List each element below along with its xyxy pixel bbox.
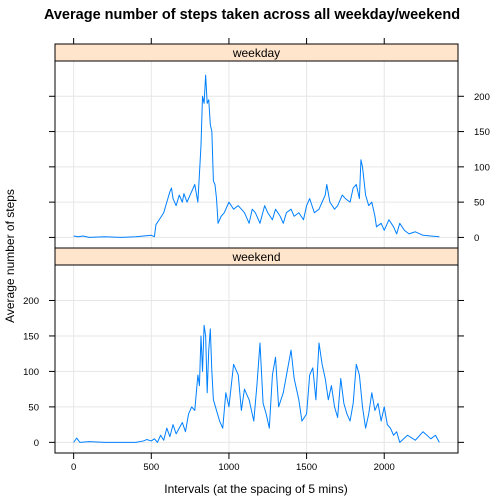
strip-weekday [54,43,459,62]
panel-weekend: weekend 0 50 100 150 200 [23,247,464,454]
panel-weekday: weekday 0 50 100 150 200 [49,43,490,249]
strip-label-weekday: weekday [232,46,280,60]
y-tick-label: 150 [474,127,490,138]
y-tick-label: 100 [23,367,39,378]
x-tick-label: 0 [71,462,76,473]
series-line-weekday [73,74,440,238]
chart-title: Average number of steps taken across all… [44,7,460,23]
panel-frame [54,264,459,454]
y-tick-label: 150 [23,331,39,342]
y-tick-label: 0 [474,233,479,244]
y-tick-label: 200 [474,92,490,103]
x-tick-label: 500 [143,462,159,473]
strip-label-weekend: weekend [231,250,280,264]
series-line-weekend [73,324,440,443]
y-tick-label: 0 [34,438,39,449]
x-axis-label: Intervals (at the spacing of 5 mins) [164,482,347,496]
x-tick-label: 2000 [374,462,395,473]
y-tick-label: 100 [474,162,490,173]
y-tick-label: 50 [474,198,485,209]
x-tick-label: 1500 [296,462,317,473]
strip-weekend [54,247,459,266]
y-tick-label: 50 [28,402,39,413]
y-tick-label: 200 [23,296,39,307]
y-axis-label: Average number of steps [3,189,17,323]
panel-frame [54,60,459,249]
x-tick-label: 1000 [218,462,239,473]
